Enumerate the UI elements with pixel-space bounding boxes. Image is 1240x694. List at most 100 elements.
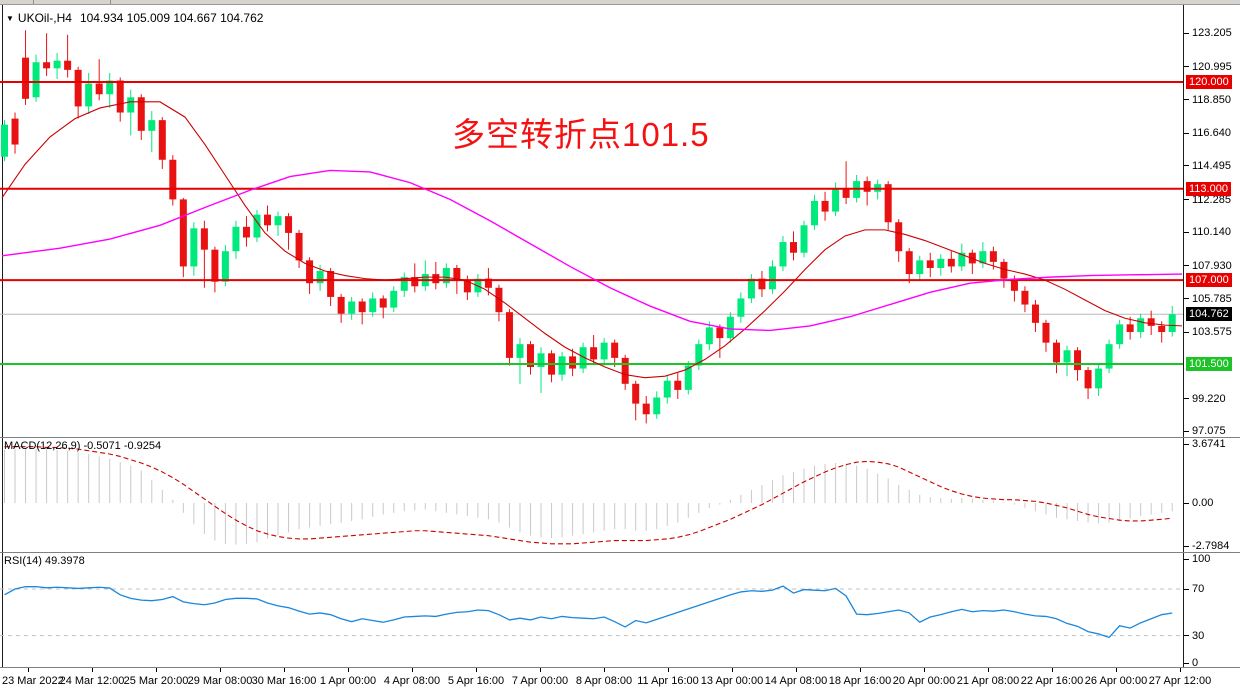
time-axis-tick	[1051, 668, 1053, 672]
price-axis-tick	[1184, 32, 1189, 34]
time-axis-tick	[475, 668, 477, 672]
time-axis-label: 5 Apr 16:00	[447, 675, 505, 687]
price-axis-tick	[1184, 66, 1189, 68]
time-axis-tick	[347, 668, 349, 672]
time-axis-tick	[731, 668, 733, 672]
macd-axis-label: -2.7984	[1192, 540, 1230, 552]
time-axis-label: 7 Apr 00:00	[511, 675, 569, 687]
symbol-info: ▼ UKOil-,H4 104.934 105.009 104.667 104.76…	[6, 11, 263, 25]
price-axis-tick	[1184, 398, 1189, 400]
price-axis-label: 116.640	[1192, 127, 1231, 140]
price-axis[interactable]: 123.205 120.995 118.850 116.640 114.495 112.2…	[1184, 5, 1240, 437]
time-axis-tick	[219, 668, 221, 672]
macd-axis-tick	[1184, 545, 1189, 547]
toolbar-edge	[0, 0, 1240, 5]
time-axis-tick	[795, 668, 797, 672]
time-axis-label: 1 Apr 00:00	[319, 675, 377, 687]
time-axis-label: 8 Apr 08:00	[575, 675, 633, 687]
price-axis-tick	[1184, 298, 1189, 300]
symbol-title: UKOil-,H4	[17, 11, 72, 25]
price-axis-tick	[1184, 231, 1189, 233]
rsi-axis-tick	[1184, 588, 1189, 590]
time-axis-tick	[411, 668, 413, 672]
time-axis-tick	[987, 668, 989, 672]
time-axis-label: 4 Apr 08:00	[383, 675, 441, 687]
time-axis-label: 26 Apr 00:00	[1084, 675, 1148, 687]
chart-annotation-text: 多空转折点101.5	[452, 116, 710, 153]
price-axis-tick	[1184, 265, 1189, 267]
price-axis-label: 114.495	[1192, 159, 1231, 172]
macd-panel: MACD(12,26,9) -0.5071 -0.9254 3.6741 0.00…	[0, 438, 1240, 553]
price-axis-label: 123.205	[1192, 27, 1232, 40]
macd-axis-tick	[1184, 502, 1189, 504]
price-axis-label: 118.850	[1192, 93, 1231, 106]
main-chart-panel: ▼ UKOil-,H4 104.934 105.009 104.667 104.76…	[0, 5, 1240, 438]
time-axis-tick	[283, 668, 285, 672]
price-axis-tick	[1184, 430, 1189, 432]
time-axis-label: 22 Apr 16:00	[1020, 675, 1084, 687]
time-axis-label: 13 Apr 00:00	[700, 675, 764, 687]
price-axis-tick	[1184, 331, 1189, 333]
macd-axis-label: 3.6741	[1192, 438, 1226, 450]
macd-axis-tick	[1184, 443, 1189, 445]
rsi-axis: 100 70 30 0	[1184, 553, 1240, 669]
rsi-canvas[interactable]	[0, 553, 1183, 667]
macd-label: MACD(12,26,9) -0.5071 -0.9254	[4, 440, 162, 452]
macd-chart[interactable]: MACD(12,26,9) -0.5071 -0.9254	[0, 438, 1184, 552]
rsi-chart[interactable]: RSI(14) 49.3978	[0, 553, 1184, 667]
price-level-tag: 107.000	[1186, 273, 1232, 288]
price-axis-tick	[1184, 99, 1189, 101]
macd-axis: 3.6741 0.00 -2.7984	[1184, 438, 1240, 552]
ohlc-readout: 104.934 105.009 104.667 104.762	[79, 11, 264, 25]
macd-canvas[interactable]	[0, 438, 1183, 552]
time-axis-tick	[27, 668, 29, 672]
price-level-tag: 120.000	[1186, 75, 1232, 90]
candlestick-canvas[interactable]	[0, 5, 1183, 437]
rsi-axis-label: 0	[1192, 657, 1199, 669]
time-axis-tick	[539, 668, 541, 672]
time-axis-label: 21 Apr 08:00	[956, 675, 1020, 687]
price-axis-label: 99.220	[1192, 392, 1226, 405]
time-axis-tick	[155, 668, 157, 672]
rsi-label: RSI(14) 49.3978	[4, 555, 85, 567]
price-level-tag: 104.762	[1186, 307, 1232, 322]
rsi-panel: RSI(14) 49.3978 100 70 30 0	[0, 553, 1240, 669]
price-axis-label: 107.930	[1192, 259, 1232, 272]
time-axis-label: 23 Mar 2022	[2, 675, 64, 687]
price-level-tag: 101.500	[1186, 356, 1232, 371]
time-axis-tick	[1179, 668, 1181, 672]
symbol-dropdown-icon[interactable]: ▼	[6, 14, 14, 23]
price-level-tag: 113.000	[1186, 181, 1231, 196]
time-axis-tick	[923, 668, 925, 672]
time-axis-label: 18 Apr 16:00	[828, 675, 892, 687]
rsi-axis-label: 70	[1192, 583, 1205, 595]
time-axis-tick	[859, 668, 861, 672]
time-axis-label: 27 Apr 12:00	[1148, 675, 1212, 687]
time-axis-label: 30 Mar 16:00	[251, 675, 317, 687]
rsi-axis-tick	[1184, 558, 1189, 560]
macd-axis-label: 0.00	[1192, 497, 1214, 509]
time-axis-tick	[91, 668, 93, 672]
rsi-axis-tick	[1184, 635, 1189, 637]
candlestick-chart[interactable]: ▼ UKOil-,H4 104.934 105.009 104.667 104.76…	[0, 5, 1184, 437]
rsi-axis-label: 100	[1192, 553, 1211, 565]
price-axis-label: 97.075	[1192, 425, 1226, 438]
time-axis-label: 25 Mar 20:00	[123, 675, 189, 687]
time-axis-label: 11 Apr 16:00	[637, 675, 699, 687]
price-axis-tick	[1184, 199, 1189, 201]
price-axis-tick	[1184, 165, 1189, 167]
price-axis-label: 110.140	[1192, 226, 1231, 239]
price-axis-label: 103.575	[1192, 326, 1232, 339]
time-axis-label: 20 Apr 00:00	[892, 675, 956, 687]
price-axis-label: 120.995	[1192, 60, 1232, 73]
rsi-axis-tick	[1184, 662, 1189, 664]
rsi-axis-label: 30	[1192, 629, 1205, 642]
toolbar-divider	[33, 0, 34, 4]
time-axis-label: 29 Mar 08:00	[187, 675, 253, 687]
toolbar-divider	[110, 0, 111, 4]
time-axis-tick	[603, 668, 605, 672]
time-axis-label: 14 Apr 08:00	[764, 675, 828, 687]
price-axis-tick	[1184, 132, 1189, 134]
time-axis[interactable]: 23 Mar 2022 24 Mar 12:00 25 Mar 20:00 29 Ma…	[0, 668, 1240, 694]
